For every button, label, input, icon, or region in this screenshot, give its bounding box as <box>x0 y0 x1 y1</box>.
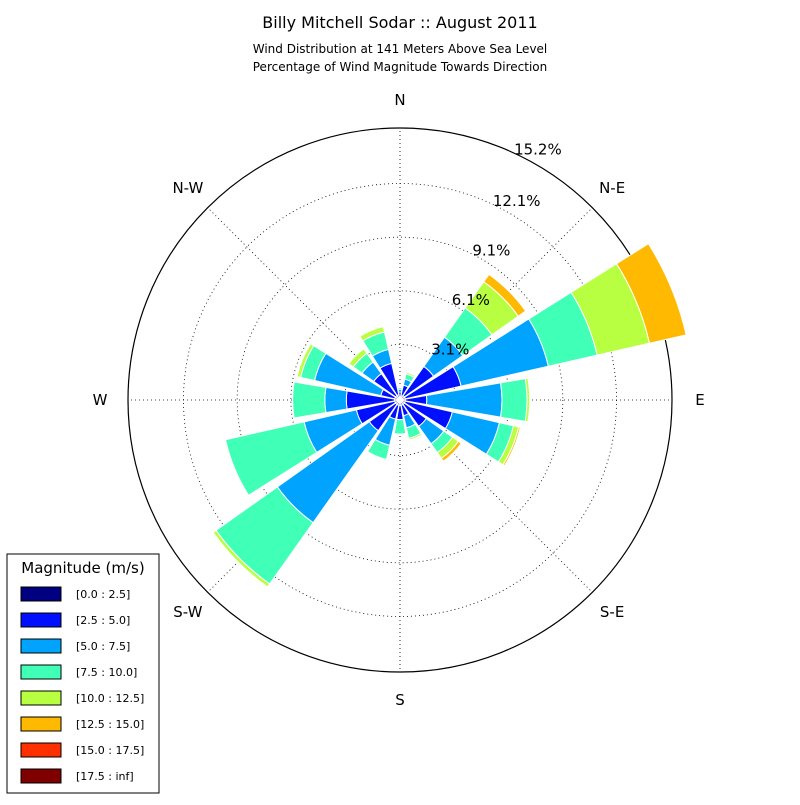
legend-label-1: [2.5 : 5.0] <box>76 614 130 627</box>
direction-label-n: N <box>394 91 405 109</box>
bar-ssw-bin-3 <box>366 438 391 460</box>
bar-ese-bin-6 <box>503 426 522 467</box>
bar-w-bin-3 <box>292 381 327 419</box>
bar-nnw-bin-4 <box>359 326 386 342</box>
spoke-se <box>399 399 593 593</box>
outer-ring <box>127 127 673 673</box>
direction-label-s: S <box>395 691 405 709</box>
legend-swatch-4 <box>20 690 62 706</box>
legend-label-7: [17.5 : inf] <box>76 770 134 783</box>
direction-label-ne: N-E <box>599 179 625 197</box>
legend-swatch-6 <box>20 742 62 758</box>
ring-label-1: 6.1% <box>452 291 490 309</box>
ring-label-4: 15.2% <box>514 141 562 159</box>
spoke-nw <box>207 207 401 401</box>
ring-3 <box>183 183 617 617</box>
bar-nne-bin-4 <box>405 371 416 378</box>
legend-label-6: [15.0 : 17.5] <box>76 744 144 757</box>
bar-e-bin-4 <box>524 377 531 423</box>
legend-swatch-7 <box>20 768 62 784</box>
ring-2 <box>236 236 564 564</box>
bar-ne-bin-5 <box>483 273 527 317</box>
legend-label-3: [7.5 : 10.0] <box>76 666 137 679</box>
bar-wsw-bin-3 <box>224 421 318 496</box>
bar-nw-bin-4 <box>348 348 368 368</box>
bar-w-bin-2 <box>324 386 348 414</box>
legend-swatch-0 <box>20 586 62 602</box>
legend-label-2: [5.0 : 7.5] <box>76 640 130 653</box>
polar-labels: N N-E E S-E S S-W W N-W 3.1% 6.1% 9.1% 12.1% 15.2% <box>93 91 705 709</box>
legend-swatch-5 <box>20 716 62 732</box>
bar-wnw-bin-4 <box>296 343 315 378</box>
legend-swatch-2 <box>20 638 62 654</box>
direction-label-nw: N-W <box>172 179 203 197</box>
direction-label-e: E <box>695 391 704 409</box>
bar-sw-bin-4 <box>212 529 271 588</box>
legend-label-0: [0.0 : 2.5] <box>76 588 130 601</box>
polar-grid <box>127 127 673 673</box>
legend-swatch-1 <box>20 612 62 628</box>
bar-se-bin-6 <box>442 442 463 463</box>
legend-label-4: [10.0 : 12.5] <box>76 692 144 705</box>
legend-label-5: [12.5 : 15.0] <box>76 718 144 731</box>
direction-label-w: W <box>93 391 108 409</box>
chart-subtitle-line-1: Wind Distribution at 141 Meters Above Se… <box>253 42 548 56</box>
bar-e-bin-3 <box>499 378 528 422</box>
chart-subtitle-line-2: Percentage of Wind Magnitude Towards Dir… <box>253 60 547 74</box>
wind-bars <box>212 243 687 588</box>
legend: Magnitude (m/s) [0.0 : 2.5] [2.5 : 5.0] [5.… <box>6 553 160 794</box>
bar-s-bin-3 <box>393 418 407 435</box>
bar-ene-bin-5 <box>615 243 687 344</box>
bar-n-bin-4 <box>397 386 403 389</box>
ring-label-2: 9.1% <box>472 242 510 260</box>
ring-label-3: 12.1% <box>493 192 541 210</box>
direction-label-se: S-E <box>600 603 624 621</box>
legend-swatch-3 <box>20 664 62 680</box>
bar-sse-bin-4 <box>408 432 423 441</box>
direction-label-sw: S-W <box>173 603 202 621</box>
legend-title: Magnitude (m/s) <box>21 559 144 577</box>
ring-label-0: 3.1% <box>431 341 469 359</box>
chart-title: Billy Mitchell Sodar :: August 2011 <box>262 13 537 32</box>
